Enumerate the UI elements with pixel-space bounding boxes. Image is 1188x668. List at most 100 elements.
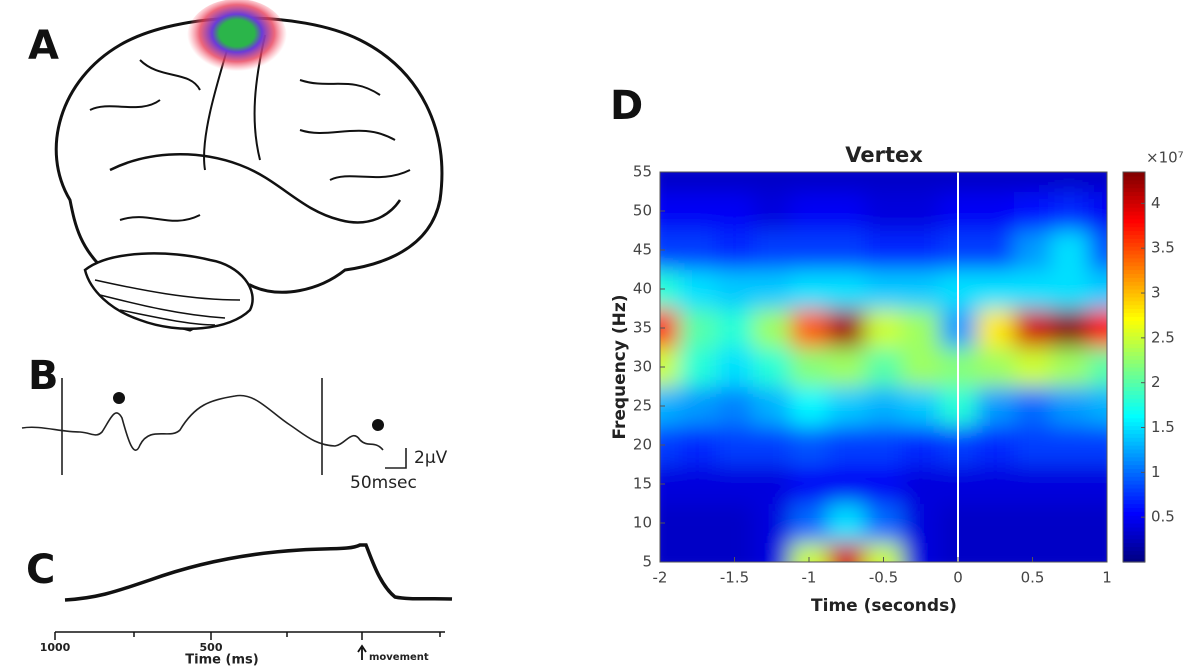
event-label: movement [369,652,429,663]
colorbar-swatch [1123,324,1145,329]
heat-cell [790,270,828,310]
colorbar-swatch [1123,285,1145,290]
heat-cell [753,192,791,232]
heat-cell [716,387,754,427]
heat-cell [977,270,1015,310]
heat-cell [828,348,866,388]
heat-cell [716,348,754,388]
colorbar-swatch [1123,344,1145,349]
colorbar-swatch [1123,543,1145,548]
colorbar-swatch [1123,305,1145,310]
axis-label: Time (ms) [185,653,258,668]
figure: A B 2µV 50msec C 1000 500 Time (ms) move… [0,0,1188,668]
heat-cell [977,426,1015,466]
y-tick-label: 5 [642,553,652,571]
heat-cell [716,504,754,544]
panel-label: C [26,547,55,593]
heat-cell [716,465,754,505]
colorbar-swatch [1123,371,1145,376]
heat-cell [828,231,866,271]
chart-title: Vertex [845,143,923,167]
heat-cell [753,309,791,349]
heat-cell [828,192,866,232]
y-tick-label: 25 [633,397,652,415]
heat-cell [977,192,1015,232]
colorbar-swatch [1123,390,1145,395]
heat-cell [977,504,1015,544]
colorbar-swatch [1123,192,1145,197]
colorbar-swatch [1123,184,1145,189]
colorbar-swatch [1123,414,1145,419]
heat-cell [679,270,717,310]
heat-cell [679,309,717,349]
colorbar-swatch [1123,242,1145,247]
heat-cell [902,270,940,310]
heat-cell [679,348,717,388]
colorbar-swatch [1123,398,1145,403]
x-tick-label: -2 [653,569,668,587]
heat-cell [1051,426,1089,466]
colorbar-swatch [1123,546,1145,551]
colorbar-swatch [1123,484,1145,489]
heat-cell [828,465,866,505]
erp-waveform [22,378,406,475]
colorbar-swatch [1123,433,1145,438]
colorbar-swatch [1123,461,1145,466]
colorbar-swatch [1123,422,1145,427]
heat-cell [865,192,903,232]
heat-cell [828,426,866,466]
heat-cell [1051,231,1089,271]
heat-cell [753,426,791,466]
heat-cell [790,348,828,388]
heatmap [641,153,1126,583]
heat-cell [679,192,717,232]
colorbar-swatch [1123,258,1145,263]
scale-label: 2µV [414,448,448,468]
colorbar-tick-label: 0.5 [1151,508,1175,526]
heat-cell [1051,309,1089,349]
colorbar-swatch [1123,231,1145,236]
heat-cell [1051,387,1089,427]
colorbar-swatch [1123,211,1145,216]
heat-cell [790,231,828,271]
colorbar-swatch [1123,348,1145,353]
colorbar-swatch [1123,472,1145,477]
heat-cell [716,192,754,232]
heat-cell [828,504,866,544]
colorbar-swatch [1123,527,1145,532]
heat-cell [790,504,828,544]
colorbar-swatch [1123,234,1145,239]
colorbar-swatch [1123,277,1145,282]
heat-cell [790,309,828,349]
colorbar-swatch [1123,367,1145,372]
heat-cell [865,387,903,427]
heat-cell [902,387,940,427]
colorbar-swatch [1123,176,1145,181]
colorbar-swatch [1123,223,1145,228]
colorbar-swatch [1123,496,1145,501]
panel-label: D [610,83,643,129]
colorbar-swatch [1123,410,1145,415]
y-tick-label: 50 [633,202,652,220]
colorbar-swatch [1123,270,1145,275]
colorbar-swatch [1123,262,1145,267]
colorbar-swatch [1123,351,1145,356]
colorbar-swatch [1123,188,1145,193]
heat-cell [977,465,1015,505]
colorbar-swatch [1123,457,1145,462]
colorbar-swatch [1123,195,1145,200]
heat-cell [753,348,791,388]
heat-cell [753,465,791,505]
heat-cell [865,426,903,466]
x-tick-label: -0.5 [869,569,898,587]
panel-label: B [28,353,59,399]
y-tick-label: 30 [633,358,652,376]
heat-cell [865,270,903,310]
heat-cell [1014,504,1052,544]
colorbar-swatch [1123,375,1145,380]
colorbar-swatch [1123,406,1145,411]
heat-cell [1014,426,1052,466]
colorbar-swatch [1123,383,1145,388]
heat-cell [902,426,940,466]
colorbar-scale: ×10⁷ [1146,149,1184,167]
